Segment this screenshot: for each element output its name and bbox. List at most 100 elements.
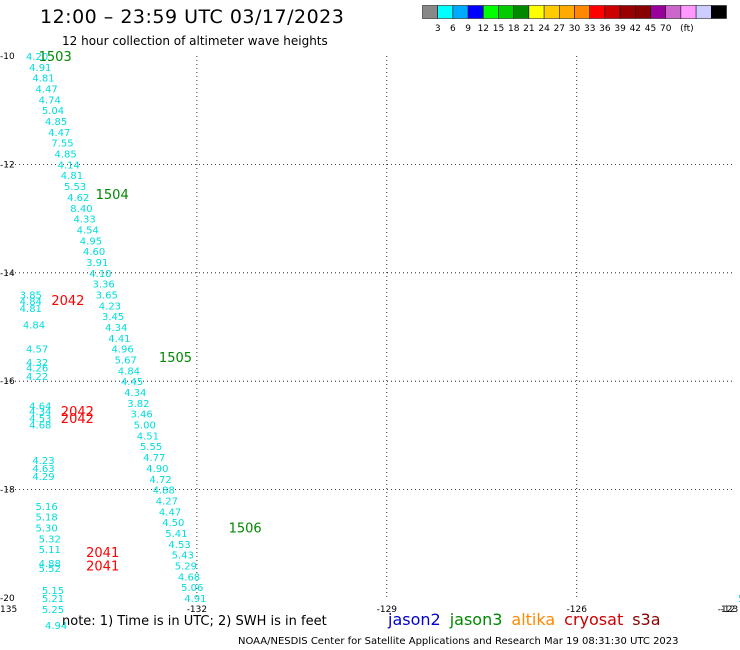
swh-value-label: 5.00 (134, 421, 156, 432)
colorbar-tick-label: 70 (660, 24, 672, 34)
swh-value-label: 4.47 (159, 507, 181, 518)
swh-value-label: 3.46 (130, 410, 152, 421)
swh-value-label: 4.34 (124, 388, 146, 399)
pass-id-label: 2042 (61, 412, 94, 427)
swh-value-label: 4.68 (178, 572, 200, 583)
swh-value-label: 4.23 (32, 456, 54, 467)
swh-value-label: 5.11 (39, 545, 61, 556)
swh-value-label: 4.96 (111, 345, 133, 356)
swh-value-label: 4.88 (153, 486, 175, 497)
swh-value-label: 4.51 (137, 431, 159, 442)
legend-entry-altika: altika (511, 610, 556, 629)
x-tick-label: -126 (567, 605, 588, 615)
swh-value-label: 4.33 (73, 215, 95, 226)
swh-value-label: 4.41 (108, 334, 130, 345)
legend-entry-cryosat: cryosat (564, 610, 624, 629)
footer-credit: NOAA/NESDIS Center for Satellite Applica… (238, 636, 679, 647)
swh-value-label: 4.81 (20, 304, 42, 315)
swh-value-label: 4.91 (29, 63, 51, 74)
swh-value-label: 5.43 (172, 551, 194, 562)
swh-value-label: 4.34 (105, 323, 127, 334)
swh-value-label: 5.67 (115, 356, 137, 367)
swh-value-label: 4.53 (168, 540, 190, 551)
swh-value-label: 5.21 (42, 594, 64, 605)
y-tick-label: -10 (0, 52, 15, 62)
swh-value-label: 4.95 (80, 236, 102, 247)
swh-value-label: 4.54 (77, 225, 99, 236)
colorbar-tick-label: 33 (584, 24, 595, 34)
chart-subtitle: 12 hour collection of altimeter wave hei… (62, 34, 328, 48)
y-tick-label: -16 (0, 377, 15, 387)
pass-id-label: 2041 (86, 546, 119, 561)
swh-value-label: 5.29 (175, 561, 197, 572)
pass-id-label: 2042 (51, 294, 84, 309)
swh-value-label: 4.47 (35, 85, 57, 96)
legend-entry-jason3: jason3 (449, 610, 503, 629)
x-tick-label: -132 (187, 605, 207, 615)
swh-value-label: 4.26 (26, 364, 48, 375)
colorbar-tick-label: 15 (493, 24, 504, 34)
legend-entry-s3a: s3a (632, 610, 661, 629)
colorbar-tick-label: 30 (569, 24, 581, 34)
swh-value-label: 4.57 (26, 345, 48, 356)
colorbar-tick-label: 3 (435, 24, 441, 34)
colorbar-tick-label: 24 (538, 24, 550, 34)
swh-value-label: 5.41 (165, 529, 187, 540)
swh-value-label: 7.55 (51, 139, 73, 150)
pass-id-label: 1503 (39, 50, 72, 65)
pass-id-label: 1504 (96, 188, 129, 203)
swh-value-label: 5.25 (42, 605, 64, 616)
swh-value-label: 5.32 (39, 534, 61, 545)
colorbar-tick-label: 39 (614, 24, 626, 34)
pass-id-label: 2042 (61, 405, 94, 420)
swh-value-label: 4.50 (162, 518, 184, 529)
swh-value-label: 4.88 (39, 559, 61, 570)
swh-value-label: 5.16 (35, 502, 57, 513)
swh-value-label: 5.18 (35, 513, 57, 524)
swh-value-label: 3.45 (102, 312, 124, 323)
swh-value-label: 4.45 (121, 377, 143, 388)
swh-value-label: 3.91 (86, 258, 108, 269)
x-tick-label: -123 (718, 605, 738, 615)
swh-value-label: 3.36 (92, 280, 114, 291)
swh-value-label: 4.72 (149, 475, 171, 486)
swh-value-label: 4.90 (146, 464, 168, 475)
satellite-legend: jason2 jason3 altika cryosat s3a (388, 610, 670, 629)
swh-value-label: 4.60 (83, 247, 105, 258)
colorbar-swatch (711, 5, 727, 19)
swh-value-label: 4.47 (48, 128, 70, 139)
swh-value-label: 4.34 (29, 407, 51, 418)
swh-value-label: 4.68 (29, 421, 51, 432)
swh-value-label: 5.30 (35, 524, 57, 535)
swh-value-label: 4.20 (26, 52, 48, 63)
swh-value-label: 4.85 (54, 150, 76, 161)
swh-value-label: 4.81 (32, 74, 54, 85)
colorbar-tick-label: 21 (523, 24, 534, 34)
swh-value-label: 4.14 (58, 160, 80, 171)
swh-value-label: 4.22 (26, 372, 48, 383)
swh-value-label: 5.52 (39, 564, 61, 575)
colorbar-tick-label: 9 (465, 24, 471, 34)
pass-id-label: 2041 (86, 559, 119, 574)
legend-entry-jason2: jason2 (388, 610, 441, 629)
swh-value-label: 3.82 (127, 399, 149, 410)
swh-value-label: 4.74 (39, 95, 61, 106)
swh-value-label: 4.85 (45, 117, 67, 128)
y-tick-label: -12 (0, 160, 15, 170)
swh-value-label: 5.55 (140, 442, 162, 453)
swh-value-label: 4.84 (118, 366, 140, 377)
colorbar-tick-label: 45 (645, 24, 656, 34)
swh-value-label: 8.40 (70, 204, 92, 215)
colorbar-tick-label: 27 (554, 24, 565, 34)
y-tick-label: -18 (0, 486, 15, 496)
swh-value-label: 5.15 (42, 586, 64, 597)
swh-value-label: 5.06 (181, 583, 203, 594)
colorbar-legend: 3 6 9 12 15 18 21 24 27 30 33 36 39 42 45 70 (ft) (422, 5, 727, 34)
colorbar-tick-label: 6 (450, 24, 456, 34)
swh-value-label: 4.10 (89, 269, 111, 280)
colorbar-tick-label: 36 (599, 24, 611, 34)
x-tick-label: -135 (0, 605, 17, 615)
swh-value-label: 4.32 (26, 358, 48, 369)
chart-title: 12:00 – 23:59 UTC 03/17/2023 (40, 6, 345, 28)
